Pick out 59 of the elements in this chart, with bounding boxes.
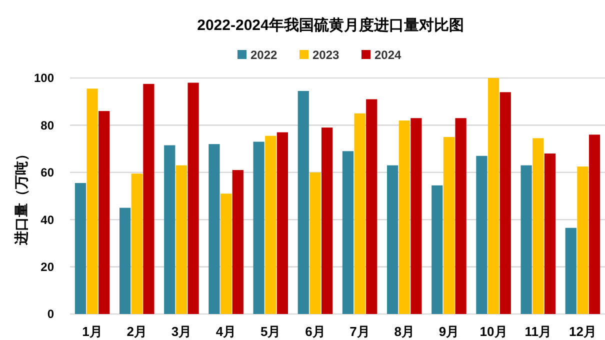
x-tick-label: 8月 [394, 324, 414, 339]
bar [276, 132, 288, 314]
x-tick-label: 7月 [350, 324, 370, 339]
x-tick-label: 4月 [216, 324, 236, 339]
bar [98, 111, 110, 314]
x-tick-label: 9月 [438, 324, 460, 339]
bar [265, 136, 276, 314]
chart-title: 2022-2024年我国硫黄月度进口量对比图 [197, 16, 464, 34]
bar [520, 165, 532, 314]
bar [443, 137, 455, 314]
bar [565, 228, 576, 314]
y-tick-label: 100 [34, 71, 54, 86]
bar [220, 194, 232, 314]
bar [310, 172, 321, 314]
bar [321, 128, 333, 314]
x-tick-label: 1月 [82, 324, 102, 339]
bar [253, 142, 264, 314]
bar [176, 165, 188, 314]
x-tick-label: 6月 [305, 324, 326, 339]
bar [143, 84, 154, 314]
y-tick-label: 80 [40, 118, 54, 132]
legend-label: 2022 [250, 48, 278, 62]
legend-label: 2023 [312, 48, 340, 62]
bar [74, 183, 86, 314]
bar [188, 82, 199, 314]
bar [488, 78, 500, 314]
bar [366, 99, 378, 314]
x-tick-label: 12月 [568, 324, 596, 339]
bar [588, 134, 600, 314]
x-tick-label: 10月 [480, 324, 508, 339]
bar [476, 156, 488, 314]
x-tick-label: 11月 [524, 324, 552, 339]
bar [455, 118, 466, 314]
bar [164, 145, 176, 314]
bar [86, 88, 98, 314]
bar [354, 113, 366, 314]
y-tick-label: 60 [40, 166, 54, 180]
bar [410, 118, 422, 314]
bar [298, 90, 309, 314]
bar [386, 165, 398, 314]
y-tick-label: 0 [47, 307, 54, 322]
bar [532, 138, 544, 314]
y-tick-label: 20 [40, 260, 54, 274]
x-tick-label: 2月 [126, 324, 147, 339]
bar [544, 154, 556, 314]
x-tick-label: 3月 [171, 324, 192, 339]
x-tick-label: 5月 [260, 324, 281, 339]
bar [131, 174, 142, 314]
bar [577, 166, 588, 314]
y-tick-label: 40 [40, 212, 54, 227]
y-axis-title: 进口量（万吨） [13, 147, 29, 246]
bar [119, 208, 131, 314]
legend-label: 2024 [374, 48, 402, 62]
bar [342, 151, 354, 314]
bar [500, 92, 511, 314]
bar [208, 144, 220, 314]
bar [432, 185, 443, 314]
bar [232, 170, 244, 314]
bar [398, 120, 410, 314]
